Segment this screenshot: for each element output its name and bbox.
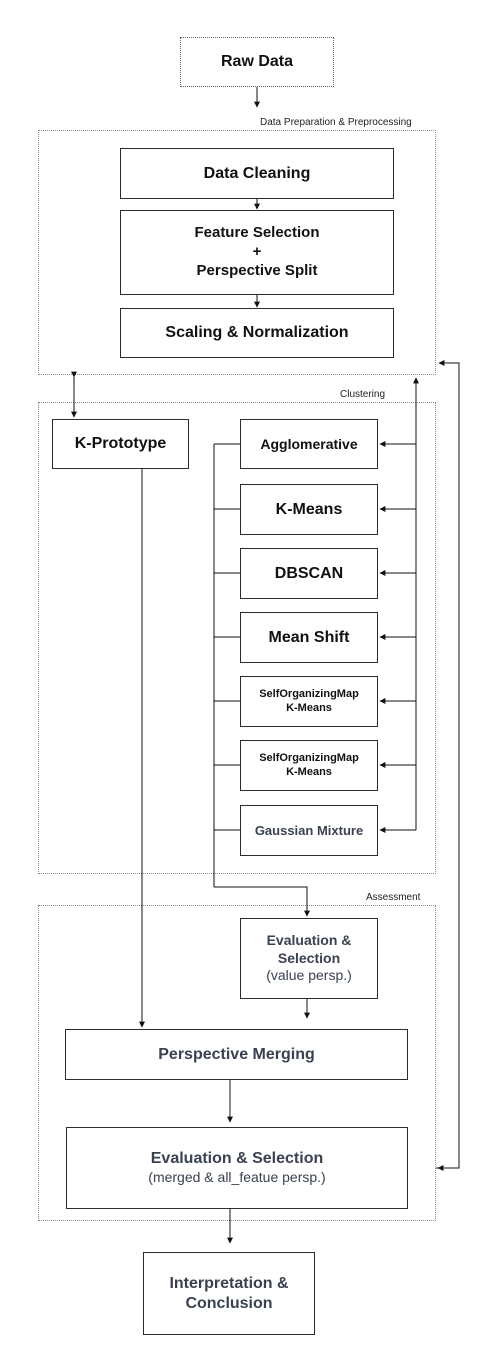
feature-selection-line-3: Perspective Split — [196, 261, 318, 279]
som-kmeans-2-line-2: K-Means — [286, 765, 332, 778]
dbscan-node[interactable]: DBSCAN — [240, 548, 378, 599]
eval-value-line-1: Evaluation & — [266, 932, 352, 949]
scaling-node[interactable]: Scaling & Normalization — [120, 308, 394, 358]
gaussian-mixture-node[interactable]: Gaussian Mixture — [240, 805, 378, 856]
som-kmeans-node-1[interactable]: SelfOrganizingMap K-Means — [240, 676, 378, 727]
som-kmeans-1-line-1: SelfOrganizingMap — [259, 687, 359, 700]
clustering-group — [38, 402, 436, 874]
gaussian-mixture-label: Gaussian Mixture — [254, 823, 364, 838]
assessment-group — [38, 905, 436, 1221]
eval-value-line-2: Selection — [277, 949, 341, 966]
preprocessing-group-label: Data Preparation & Preprocessing — [260, 117, 412, 128]
clustering-group-label: Clustering — [340, 389, 386, 400]
preprocessing-group — [38, 130, 436, 375]
feature-selection-line-2: + — [252, 243, 262, 261]
data-cleaning-node[interactable]: Data Cleaning — [120, 148, 394, 199]
assessment-group-label: Assessment — [366, 892, 421, 903]
perspective-merging-label: Perspective Merging — [158, 1045, 315, 1063]
feature-selection-line-1: Feature Selection — [194, 224, 320, 242]
dbscan-label: DBSCAN — [274, 564, 344, 582]
arrow-collector-to-eval — [214, 886, 310, 917]
som-kmeans-node-2[interactable]: SelfOrganizingMap K-Means — [240, 740, 378, 791]
agglomerative-label: Agglomerative — [260, 436, 358, 452]
feature-selection-node[interactable]: Feature Selection + Perspective Split — [120, 210, 394, 295]
eval-merged-line-2: (merged & all_featue persp.) — [148, 1169, 326, 1186]
interpretation-line-2: Conclusion — [185, 1294, 273, 1312]
agglomerative-node[interactable]: Agglomerative — [240, 419, 378, 469]
som-kmeans-2-line-1: SelfOrganizingMap — [259, 751, 359, 764]
mean-shift-node[interactable]: Mean Shift — [240, 612, 378, 663]
k-prototype-label: K-Prototype — [74, 435, 167, 452]
eval-value-line-3: (value persp.) — [266, 967, 352, 984]
k-prototype-node[interactable]: K-Prototype — [52, 419, 189, 469]
k-means-node[interactable]: K-Means — [240, 484, 378, 535]
scaling-label: Scaling & Normalization — [165, 324, 349, 341]
feedback-loop — [436, 360, 460, 1169]
raw-data-node[interactable]: Raw Data — [180, 37, 334, 87]
som-kmeans-1-line-2: K-Means — [286, 701, 332, 714]
perspective-merging-node[interactable]: Perspective Merging — [65, 1029, 408, 1080]
eval-merged-line-1: Evaluation & Selection — [150, 1150, 324, 1168]
eval-value-node[interactable]: Evaluation & Selection (value persp.) — [240, 918, 378, 999]
interpretation-node[interactable]: Interpretation & Conclusion — [143, 1252, 315, 1335]
k-means-label: K-Means — [275, 500, 343, 518]
raw-data-label: Raw Data — [220, 53, 294, 70]
interpretation-line-1: Interpretation & — [169, 1274, 289, 1292]
eval-merged-node[interactable]: Evaluation & Selection (merged & all_fea… — [66, 1127, 408, 1209]
mean-shift-label: Mean Shift — [268, 628, 350, 646]
data-cleaning-label: Data Cleaning — [203, 164, 311, 182]
